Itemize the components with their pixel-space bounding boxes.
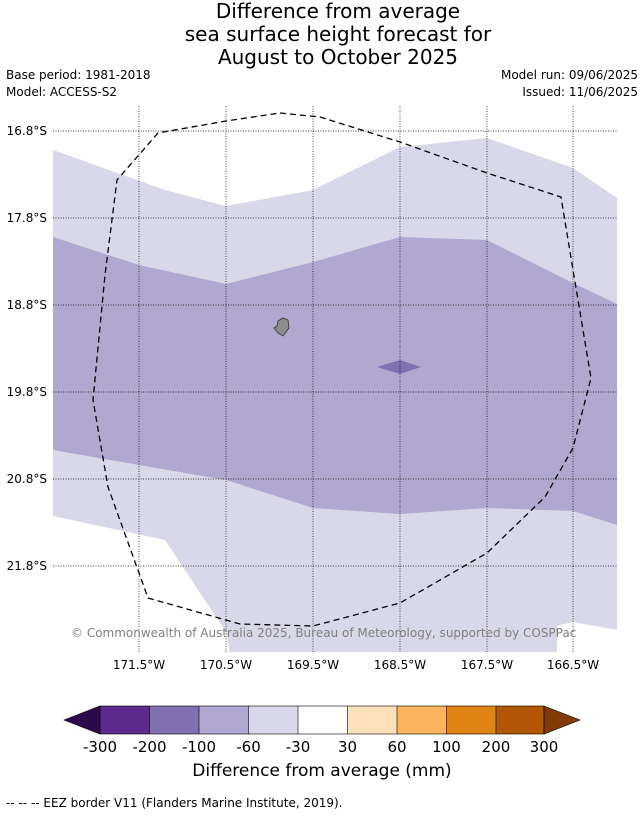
title-line-3: August to October 2025 — [217, 45, 459, 69]
model-run: Model run: 09/06/2025 — [500, 68, 638, 82]
copyright-text: © Commonwealth of Australia 2025, Bureau… — [71, 626, 576, 640]
colorbar-tick-label: 60 — [387, 738, 406, 756]
colorbar-title: Difference from average (mm) — [192, 761, 452, 781]
island-land — [273, 317, 290, 337]
lat-label: 19.8°S — [7, 385, 47, 399]
colorbar-tick-label: -30 — [286, 738, 311, 756]
colorbar-tick-label: 300 — [530, 738, 559, 756]
lat-label: 20.8°S — [7, 472, 47, 486]
colorbar-segment — [248, 706, 298, 734]
colorbar-segment — [149, 706, 199, 734]
lat-label: 18.8°S — [7, 298, 47, 312]
eez-legend-note: -- -- -- EEZ border V11 (Flanders Marine… — [6, 796, 343, 810]
lat-label: 17.8°S — [7, 211, 47, 225]
anomaly-patch-dark — [377, 360, 421, 374]
colorbar-tick-label: -60 — [236, 738, 261, 756]
colorbar-outline — [99, 705, 545, 735]
lon-label: 169.5°W — [287, 658, 339, 672]
colorbar-segment — [347, 706, 397, 734]
lon-label: 171.5°W — [113, 658, 165, 672]
colorbar-tick-label: -100 — [182, 738, 216, 756]
meta-left: Base period: 1981-2018 Model: ACCESS-S2 — [6, 67, 151, 101]
colorbar-extend-low — [63, 705, 101, 735]
lon-label: 166.5°W — [547, 658, 599, 672]
colorbar-tick-label: -200 — [132, 738, 166, 756]
anomaly-band-medium — [53, 237, 617, 525]
meta-right: Model run: 09/06/2025 Issued: 11/06/2025 — [501, 67, 638, 101]
colorbar: -300 -200 -100 -60 -30 30 60 100 200 300 — [63, 705, 581, 756]
latitude-labels: 16.8°S 17.8°S 18.8°S 19.8°S 20.8°S 21.8°… — [7, 124, 47, 573]
lon-label: 170.5°W — [200, 658, 252, 672]
lat-label: 21.8°S — [7, 559, 47, 573]
colorbar-segment — [496, 706, 544, 734]
issued-date: Issued: 11/06/2025 — [522, 85, 638, 99]
colorbar-tick-label: 100 — [432, 738, 461, 756]
map-area: © Commonwealth of Australia 2025, Bureau… — [53, 106, 617, 652]
title-line-2: sea surface height forecast for — [184, 22, 492, 46]
colorbar-segment — [446, 706, 496, 734]
colorbar-tick-label: -300 — [83, 738, 117, 756]
colorbar-segment — [397, 706, 447, 734]
colorbar-tick-label: 30 — [338, 738, 357, 756]
title-line-1: Difference from average — [215, 0, 461, 23]
colorbar-segment — [298, 706, 348, 734]
eez-border — [92, 112, 592, 627]
colorbar-segment — [199, 706, 249, 734]
colorbar-extend-high — [543, 705, 581, 735]
chart-title: Difference from average sea surface heig… — [0, 0, 644, 69]
model-name: Model: ACCESS-S2 — [6, 85, 118, 99]
base-period: Base period: 1981-2018 — [6, 68, 151, 82]
colorbar-tick-label: 200 — [482, 738, 511, 756]
longitude-labels: 171.5°W 170.5°W 169.5°W 168.5°W 167.5°W … — [113, 658, 599, 672]
lon-label: 168.5°W — [374, 658, 426, 672]
lat-label: 16.8°S — [7, 124, 47, 138]
colorbar-segment — [100, 706, 150, 734]
colorbar-dividers — [149, 706, 497, 734]
latitude-gridlines — [53, 130, 617, 567]
longitude-gridlines — [138, 106, 574, 652]
lon-label: 167.5°W — [461, 658, 513, 672]
